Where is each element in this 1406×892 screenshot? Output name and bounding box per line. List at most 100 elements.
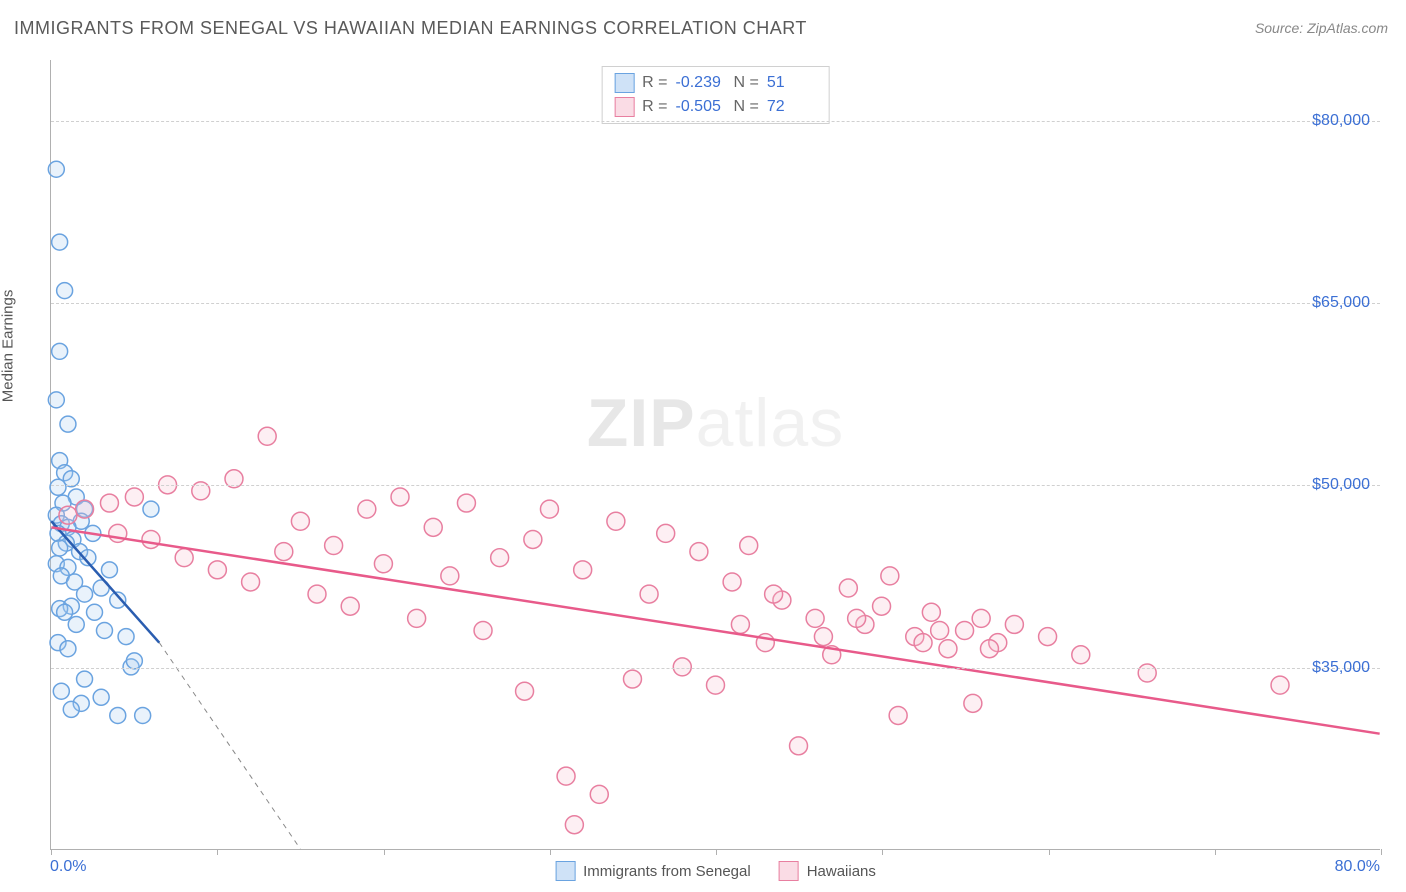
regression-line-hawaiians (51, 527, 1379, 733)
data-point-hawaiians (939, 640, 957, 658)
swatch-hawaiians (614, 97, 634, 117)
x-axis-max-label: 80.0% (1335, 858, 1380, 876)
data-point-hawaiians (358, 500, 376, 518)
data-point-hawaiians (723, 573, 741, 591)
data-point-hawaiians (806, 609, 824, 627)
data-point-hawaiians (574, 561, 592, 579)
plot-area: ZIPatlas R = -0.239 N = 51 R = -0.505 N … (50, 60, 1380, 850)
data-point-hawaiians (914, 634, 932, 652)
data-point-hawaiians (424, 518, 442, 536)
data-point-hawaiians (964, 694, 982, 712)
data-point-senegal (143, 501, 159, 517)
data-point-senegal (50, 479, 66, 495)
data-point-hawaiians (540, 500, 558, 518)
data-point-hawaiians (814, 628, 832, 646)
data-point-hawaiians (1271, 676, 1289, 694)
data-point-hawaiians (524, 530, 542, 548)
legend-item-hawaiians: Hawaiians (779, 861, 876, 881)
data-point-hawaiians (765, 585, 783, 603)
data-point-hawaiians (175, 549, 193, 567)
data-point-hawaiians (142, 530, 160, 548)
legend-swatch-senegal (555, 861, 575, 881)
data-point-senegal (60, 416, 76, 432)
data-point-senegal (52, 234, 68, 250)
legend-swatch-hawaiians (779, 861, 799, 881)
data-point-hawaiians (457, 494, 475, 512)
data-point-hawaiians (208, 561, 226, 579)
data-point-hawaiians (972, 609, 990, 627)
bottom-legend: Immigrants from Senegal Hawaiians (555, 861, 876, 881)
data-point-senegal (63, 701, 79, 717)
x-tick (716, 849, 717, 855)
data-point-hawaiians (657, 524, 675, 542)
x-tick (1049, 849, 1050, 855)
stats-legend-box: R = -0.239 N = 51 R = -0.505 N = 72 (601, 66, 830, 124)
data-point-hawaiians (275, 543, 293, 561)
stats-row-senegal: R = -0.239 N = 51 (614, 71, 817, 95)
data-point-hawaiians (922, 603, 940, 621)
data-point-senegal (48, 392, 64, 408)
y-axis-title: Median Earnings (0, 290, 17, 403)
data-point-hawaiians (59, 506, 77, 524)
data-point-hawaiians (980, 640, 998, 658)
data-point-hawaiians (607, 512, 625, 530)
data-point-hawaiians (848, 609, 866, 627)
data-point-hawaiians (341, 597, 359, 615)
data-point-hawaiians (374, 555, 392, 573)
data-point-senegal (48, 161, 64, 177)
source-label: Source: ZipAtlas.com (1255, 20, 1388, 36)
y-tick-label: $80,000 (1312, 112, 1370, 130)
data-point-hawaiians (873, 597, 891, 615)
data-point-hawaiians (931, 622, 949, 640)
data-point-hawaiians (491, 549, 509, 567)
data-point-hawaiians (308, 585, 326, 603)
data-point-senegal (52, 343, 68, 359)
data-point-hawaiians (590, 785, 608, 803)
data-point-hawaiians (291, 512, 309, 530)
data-point-hawaiians (1072, 646, 1090, 664)
data-point-hawaiians (125, 488, 143, 506)
x-tick (1215, 849, 1216, 855)
data-point-senegal (57, 283, 73, 299)
data-point-hawaiians (100, 494, 118, 512)
gridline (51, 121, 1380, 122)
x-axis-min-label: 0.0% (50, 858, 86, 876)
data-point-hawaiians (474, 622, 492, 640)
data-point-senegal (57, 604, 73, 620)
data-point-hawaiians (889, 706, 907, 724)
data-point-senegal (53, 683, 69, 699)
y-tick-label: $50,000 (1312, 476, 1370, 494)
scatter-plot-svg (51, 60, 1380, 849)
stats-row-hawaiians: R = -0.505 N = 72 (614, 95, 817, 119)
swatch-senegal (614, 73, 634, 93)
data-point-senegal (52, 540, 68, 556)
chart-title: IMMIGRANTS FROM SENEGAL VS HAWAIIAN MEDI… (14, 18, 807, 39)
data-point-hawaiians (258, 427, 276, 445)
data-point-senegal (110, 707, 126, 723)
data-point-senegal (93, 689, 109, 705)
data-point-hawaiians (956, 622, 974, 640)
data-point-hawaiians (441, 567, 459, 585)
data-point-senegal (60, 641, 76, 657)
regression-extrapolation-senegal (159, 643, 300, 849)
data-point-senegal (68, 616, 84, 632)
x-tick (51, 849, 52, 855)
x-tick (550, 849, 551, 855)
data-point-hawaiians (1005, 615, 1023, 633)
data-point-hawaiians (325, 537, 343, 555)
data-point-hawaiians (516, 682, 534, 700)
data-point-hawaiians (242, 573, 260, 591)
data-point-senegal (87, 604, 103, 620)
gridline (51, 303, 1380, 304)
gridline (51, 485, 1380, 486)
data-point-hawaiians (557, 767, 575, 785)
data-point-hawaiians (1138, 664, 1156, 682)
legend-label-senegal: Immigrants from Senegal (583, 863, 751, 880)
data-point-hawaiians (565, 816, 583, 834)
data-point-senegal (96, 623, 112, 639)
y-tick-label: $35,000 (1312, 659, 1370, 677)
data-point-hawaiians (623, 670, 641, 688)
legend-item-senegal: Immigrants from Senegal (555, 861, 751, 881)
data-point-hawaiians (391, 488, 409, 506)
x-tick (217, 849, 218, 855)
